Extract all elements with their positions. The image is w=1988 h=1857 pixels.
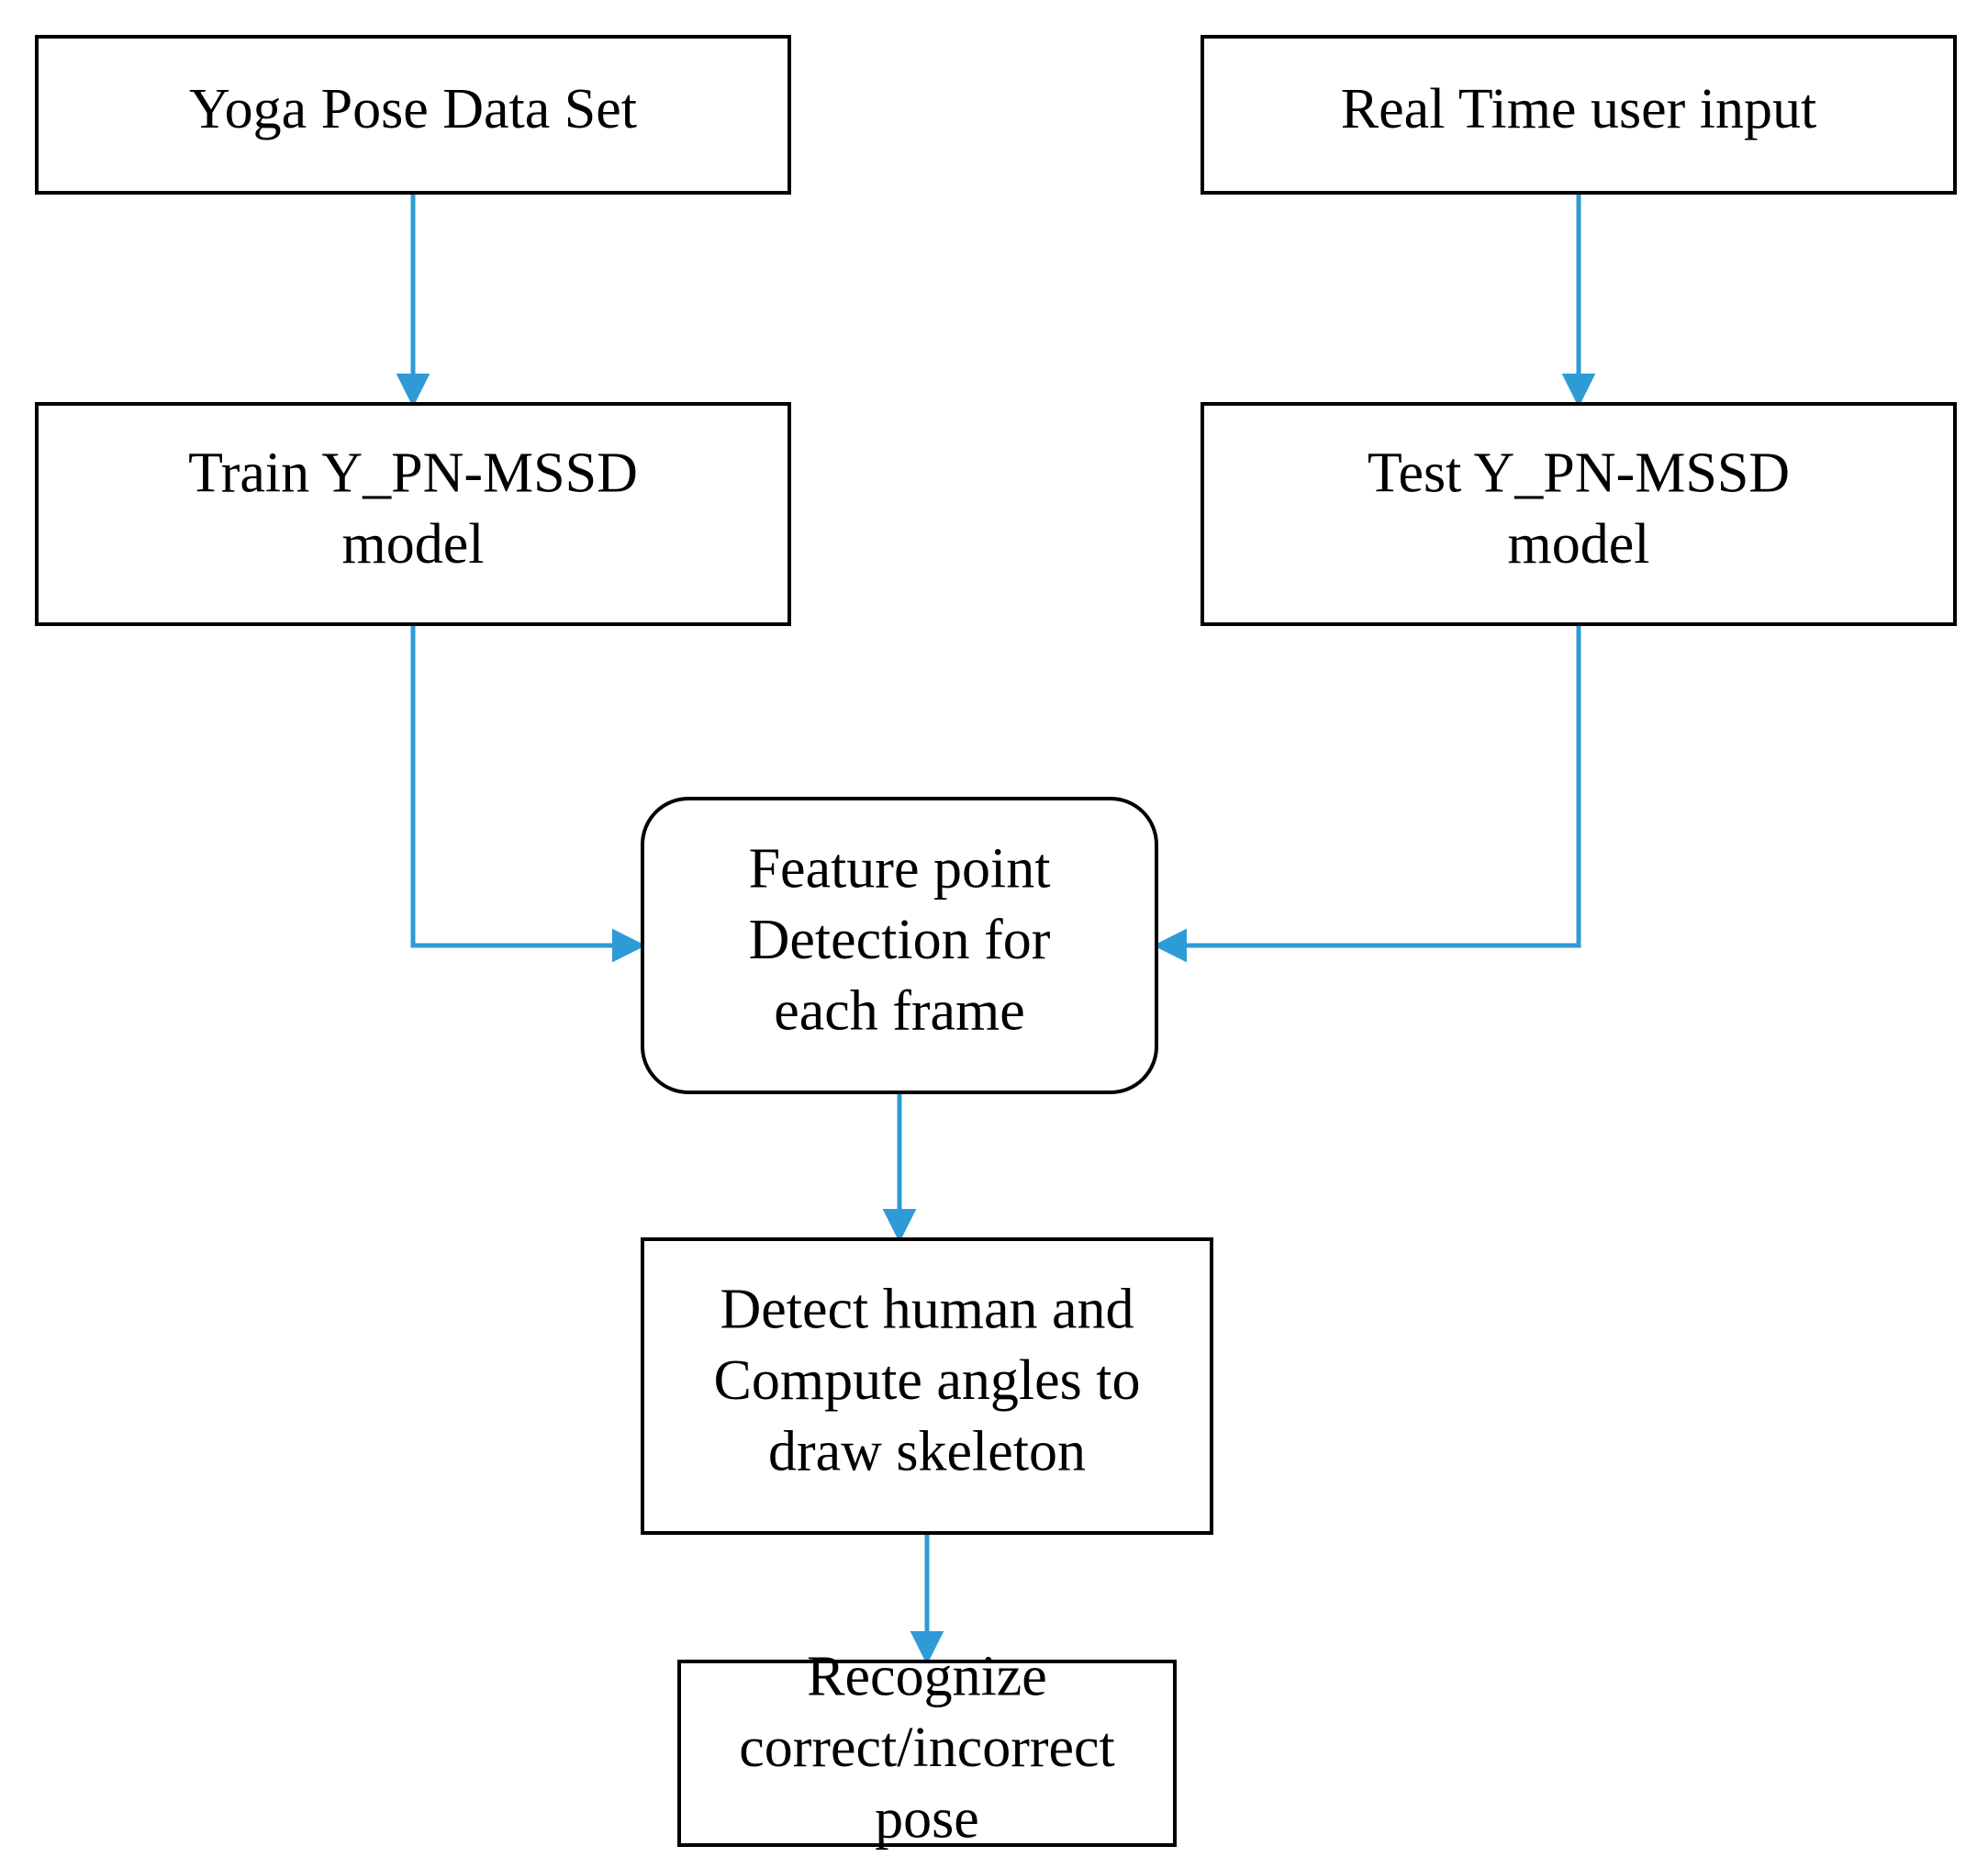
node-label: Compute angles to xyxy=(714,1349,1141,1412)
node-label: Recognize xyxy=(807,1646,1047,1708)
node-label: each frame xyxy=(774,980,1025,1043)
node-n2_userinput: Real Time user input xyxy=(1202,37,1955,193)
node-n1_dataset: Yoga Pose Data Set xyxy=(37,37,789,193)
node-label: Yoga Pose Data Set xyxy=(189,78,637,140)
node-n7_recognize: Recognize correct/incorrect pose xyxy=(679,1646,1175,1851)
flowchart-canvas: Yoga Pose Data Set Real Time user input Tr… xyxy=(0,0,1988,1857)
node-label: Train Y_PN-MSSD xyxy=(188,442,638,504)
node-label: Test Y_PN-MSSD xyxy=(1368,442,1790,504)
node-n4_test: Test Y_PN-MSSDmodel xyxy=(1202,404,1955,624)
node-label: Feature point xyxy=(749,838,1051,901)
node-label: Detection for xyxy=(749,909,1051,971)
node-label: model xyxy=(1508,513,1650,576)
node-n6_detect: Detect human and Compute angles to draw sk… xyxy=(642,1239,1212,1533)
node-n5_feature: Feature point Detection for each frame xyxy=(642,799,1156,1092)
node-n3_train: Train Y_PN-MSSDmodel xyxy=(37,404,789,624)
node-label: pose xyxy=(875,1788,979,1851)
node-label: draw skeleton xyxy=(768,1421,1086,1483)
flow-arrow xyxy=(413,624,642,945)
node-label: correct/incorrect xyxy=(739,1717,1115,1779)
node-label: model xyxy=(342,513,485,576)
node-label: Detect human and xyxy=(720,1279,1134,1341)
node-label: Real Time user input xyxy=(1341,78,1816,140)
flow-arrow xyxy=(1156,624,1579,945)
